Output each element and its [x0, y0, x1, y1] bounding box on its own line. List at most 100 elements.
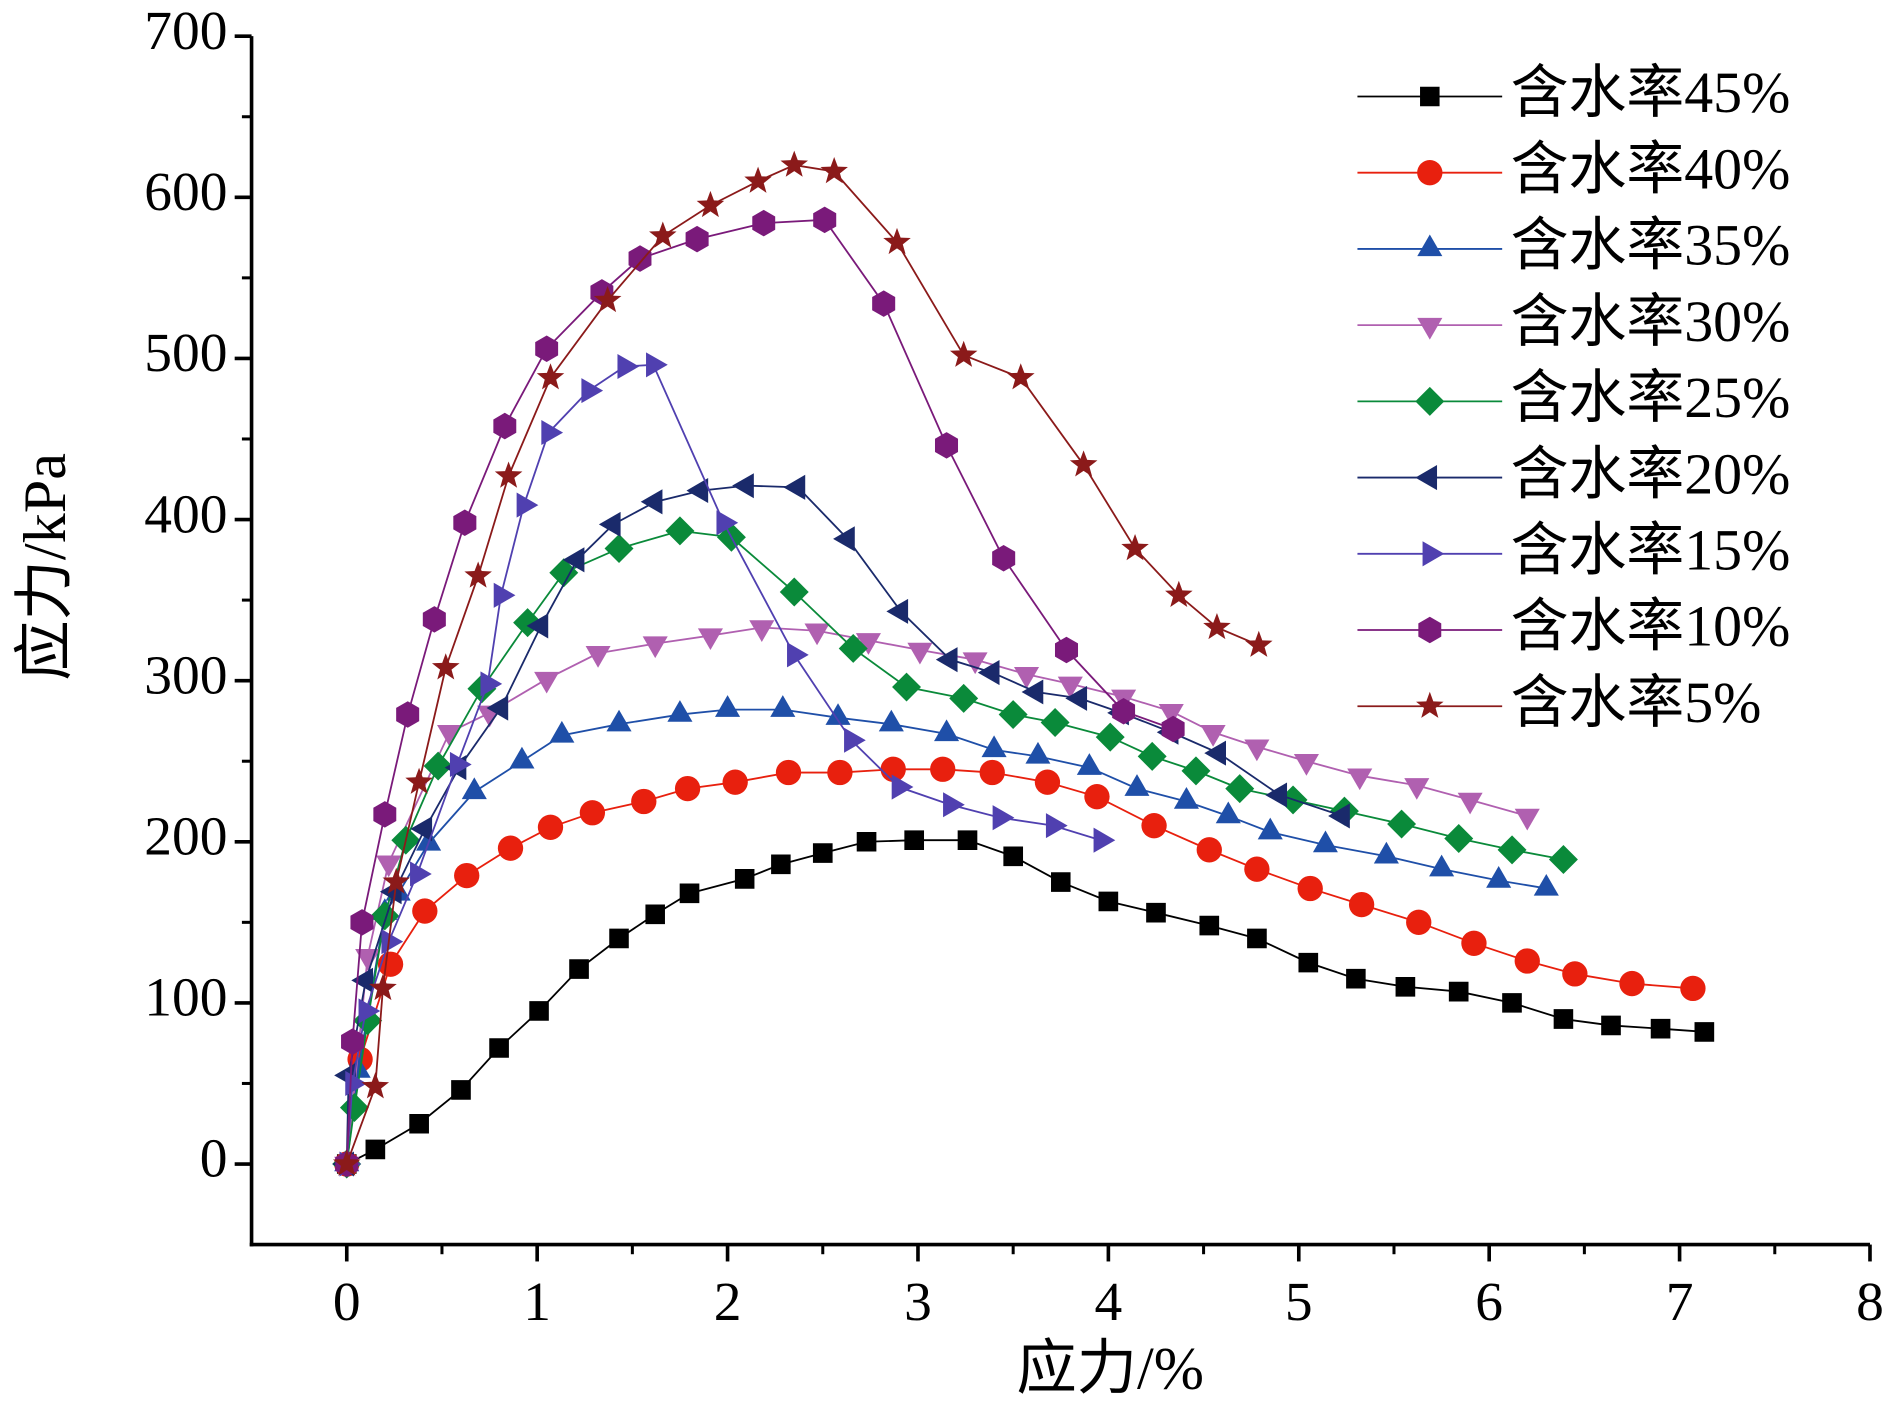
data-point: [1404, 778, 1430, 800]
data-point: [998, 700, 1028, 730]
data-point: [640, 489, 663, 515]
data-point: [1045, 813, 1068, 839]
data-point: [1548, 845, 1578, 874]
data-point: [1173, 787, 1199, 809]
y-tick-label: 600: [144, 161, 227, 222]
data-point: [1200, 725, 1226, 747]
data-point: [783, 474, 806, 500]
x-tick-label: 7: [1666, 1271, 1694, 1332]
data-point: [537, 814, 564, 840]
data-point: [486, 695, 509, 721]
data-point: [934, 719, 960, 742]
data-point: [529, 1001, 549, 1021]
data-point: [749, 620, 775, 642]
data-point: [930, 756, 956, 782]
legend-marker: [1417, 160, 1443, 186]
data-point: [1244, 856, 1270, 882]
data-point: [907, 642, 933, 665]
data-point: [645, 904, 665, 925]
data-point: [593, 285, 622, 313]
data-point: [350, 909, 374, 936]
data-point: [780, 150, 809, 177]
data-point: [423, 751, 453, 781]
data-point: [369, 973, 397, 1001]
data-point: [744, 166, 772, 193]
data-point: [1095, 722, 1125, 752]
x-tick-label: 2: [714, 1271, 742, 1332]
data-point: [361, 1072, 390, 1099]
data-point: [549, 720, 575, 743]
data-point: [883, 227, 911, 255]
data-point: [649, 221, 677, 248]
data-point: [480, 671, 503, 697]
data-point: [536, 363, 565, 390]
data-point: [892, 672, 922, 702]
data-point: [1161, 715, 1185, 743]
data-point: [949, 340, 978, 367]
x-tick-label: 4: [1095, 1271, 1123, 1332]
data-point: [872, 290, 896, 317]
data-point: [376, 855, 402, 878]
data-point: [1204, 740, 1226, 766]
data-point: [1040, 708, 1070, 737]
data-point: [1054, 636, 1079, 664]
data-point: [812, 843, 833, 863]
data-point: [1257, 817, 1283, 840]
legend-label: 含水率5%: [1511, 670, 1762, 735]
data-point: [891, 774, 914, 800]
data-point: [497, 835, 524, 861]
data-point: [365, 1139, 386, 1160]
data-point: [752, 209, 776, 237]
x-tick-label: 3: [904, 1271, 932, 1332]
data-point: [1203, 613, 1231, 640]
data-point: [493, 582, 516, 608]
data-point: [787, 642, 809, 668]
data-point: [844, 727, 866, 753]
data-point: [878, 709, 904, 732]
data-point: [535, 335, 559, 363]
legend-marker: [1418, 616, 1442, 644]
data-point: [609, 928, 629, 949]
data-point: [775, 759, 802, 786]
data-point: [734, 869, 755, 889]
data-point: [1093, 827, 1116, 853]
data-point: [1057, 676, 1083, 699]
data-point: [1562, 961, 1588, 987]
data-point: [1373, 841, 1399, 864]
data-point: [1158, 704, 1184, 726]
data-point: [827, 759, 853, 786]
data-point: [646, 352, 668, 378]
data-point: [1448, 981, 1469, 1002]
data-point: [416, 828, 442, 851]
data-point: [1165, 580, 1193, 607]
data-point: [1533, 873, 1559, 896]
data-point: [1348, 891, 1375, 918]
data-point: [1013, 667, 1040, 689]
data-point: [855, 633, 881, 655]
data-point: [1395, 976, 1416, 997]
series-line: [345, 529, 1564, 1165]
data-point: [1444, 824, 1474, 853]
data-point: [1650, 1018, 1671, 1039]
data-point: [1429, 854, 1455, 877]
data-point: [665, 516, 695, 546]
data-point: [1347, 768, 1373, 791]
data-point: [1141, 813, 1167, 839]
data-point: [1247, 928, 1267, 949]
data-point: [581, 378, 604, 404]
y-axis-label: 应力/kPa: [12, 453, 79, 681]
data-point: [1457, 792, 1483, 815]
data-point: [686, 478, 709, 504]
data-point: [341, 1028, 364, 1055]
y-tick-label: 0: [200, 1128, 228, 1189]
data-point: [1146, 902, 1166, 923]
y-tick-label: 700: [144, 0, 227, 61]
legend-label: 含水率40%: [1511, 136, 1791, 201]
data-point: [992, 544, 1016, 572]
data-point: [1215, 801, 1241, 824]
legend-label: 含水率10%: [1511, 594, 1791, 659]
data-point: [569, 959, 589, 979]
data-point: [949, 683, 979, 713]
legend-marker: [1415, 386, 1445, 416]
